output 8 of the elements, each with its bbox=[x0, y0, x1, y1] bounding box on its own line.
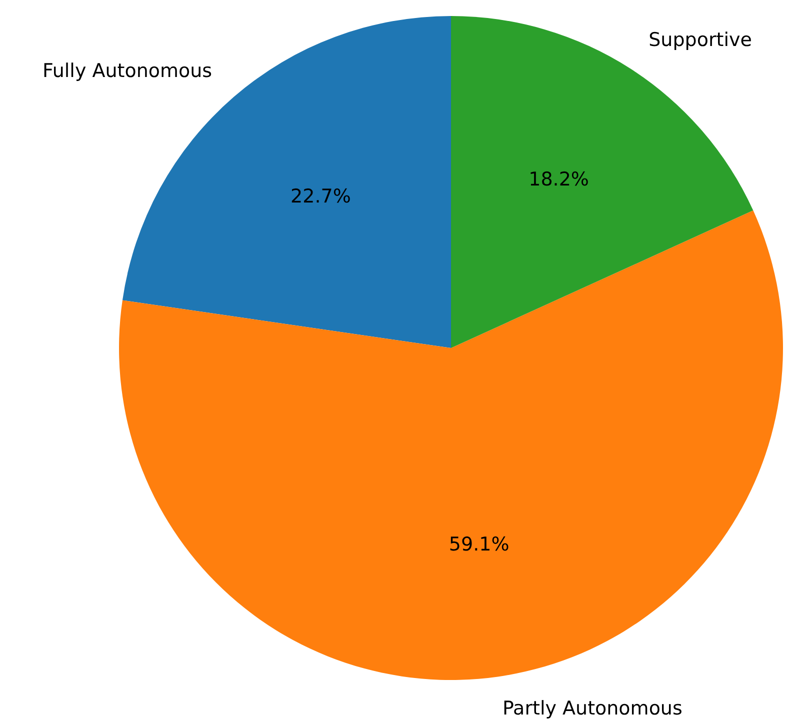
slice-label: Supportive bbox=[648, 29, 752, 52]
slice-label: Partly Autonomous bbox=[502, 698, 682, 720]
slice-label: Fully Autonomous bbox=[42, 60, 212, 82]
data-label: 22.7% bbox=[290, 186, 351, 208]
pie-slice bbox=[119, 210, 783, 680]
pie-slice bbox=[451, 16, 754, 348]
data-label: 18.2% bbox=[528, 168, 589, 191]
data-label: 59.1% bbox=[448, 533, 510, 556]
